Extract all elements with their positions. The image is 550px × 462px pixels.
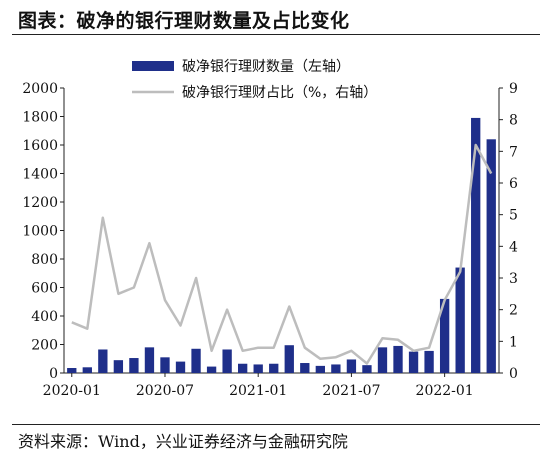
bar (144, 347, 155, 373)
bar (82, 367, 92, 373)
bar (362, 365, 372, 373)
legend-label-line: 破净银行理财占比（%，右轴） (182, 85, 377, 101)
left-tick-label: 800 (31, 252, 58, 268)
right-tick-label: 4 (509, 239, 518, 255)
title-divider (12, 34, 540, 35)
bar (191, 348, 201, 373)
x-tick-label: 2021-07 (322, 383, 380, 399)
right-tick-label: 1 (509, 334, 518, 350)
bar (269, 363, 279, 373)
left-tick-label: 0 (49, 366, 58, 382)
bar (393, 345, 403, 373)
bar (439, 298, 450, 373)
legend-label-bar: 破净银行理财数量（左轴） (182, 59, 350, 75)
right-tick-label: 9 (509, 81, 518, 97)
bar (486, 139, 496, 373)
right-tick-label: 6 (509, 176, 518, 192)
bar (331, 364, 341, 373)
bar (206, 366, 217, 373)
right-tick-label: 5 (509, 208, 518, 224)
bar (346, 359, 357, 373)
bar (253, 364, 263, 373)
bar (160, 357, 170, 373)
bar (175, 361, 186, 373)
bar (471, 117, 481, 373)
ratio-line (71, 143, 493, 365)
bar (238, 363, 248, 373)
left-tick-label: 200 (31, 338, 58, 354)
bar (424, 350, 434, 373)
left-tick-label: 400 (31, 309, 58, 325)
bar (455, 267, 465, 373)
page-title: 图表：破净的银行理财数量及占比变化 (18, 10, 350, 32)
right-tick-label: 2 (509, 303, 518, 319)
source-divider (12, 424, 540, 425)
x-tick-label: 2021-01 (229, 383, 287, 399)
x-tick-label: 2022-01 (416, 383, 474, 399)
bar (222, 349, 232, 373)
left-tick-label: 2000 (22, 81, 58, 97)
right-tick-label: 7 (509, 144, 518, 160)
bar (408, 351, 419, 373)
x-tick-label: 2020-01 (43, 383, 101, 399)
bar (284, 345, 294, 373)
legend-swatch-bar (132, 61, 174, 71)
bar (113, 360, 124, 373)
left-tick-label: 600 (31, 281, 58, 297)
source-note: 资料来源：Wind，兴业证券经济与金融研究院 (18, 432, 348, 451)
bar (315, 365, 325, 373)
right-tick-label: 0 (509, 366, 518, 382)
left-tick-label: 1200 (22, 195, 58, 211)
bar (67, 368, 77, 373)
left-tick-label: 1800 (22, 110, 58, 126)
bar (129, 358, 139, 373)
left-tick-label: 1000 (22, 224, 58, 240)
x-tick-label: 2020-07 (136, 383, 194, 399)
left-tick-label: 1400 (22, 167, 58, 183)
bar (98, 349, 108, 373)
bar (377, 347, 388, 373)
right-tick-label: 3 (509, 271, 518, 287)
right-tick-label: 8 (509, 113, 518, 129)
bar (300, 363, 310, 373)
left-tick-label: 1600 (22, 138, 58, 154)
